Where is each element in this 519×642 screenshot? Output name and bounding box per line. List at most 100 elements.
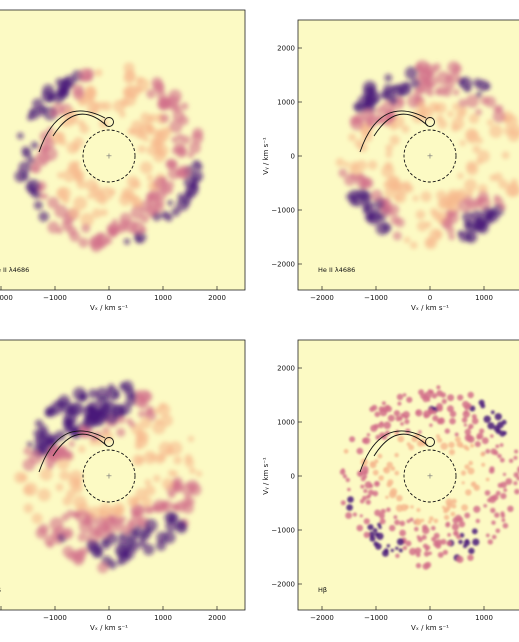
emission-blob [359, 499, 365, 504]
emission-blob [335, 157, 345, 167]
stream-trajectory [359, 110, 427, 153]
emission-blob [393, 515, 398, 520]
emission-blob [31, 513, 43, 524]
emission-blob [187, 151, 194, 159]
emission-blob [16, 132, 24, 140]
emission-blob [370, 189, 383, 202]
emission-blob [370, 424, 378, 432]
emission-blob [385, 404, 391, 410]
emission-blob [176, 133, 184, 141]
emission-blob [471, 209, 483, 221]
emission-blob [498, 179, 509, 190]
emission-blob [455, 514, 462, 522]
emission-blob [490, 410, 495, 415]
emission-blob [396, 538, 405, 546]
emission-blob [384, 73, 393, 82]
emission-blob [55, 77, 65, 87]
emission-blob [425, 547, 429, 552]
emission-blob [76, 179, 87, 190]
emission-blob [474, 441, 481, 448]
emission-blob [169, 119, 183, 133]
emission-blob [415, 562, 422, 569]
emission-blob [181, 498, 191, 508]
emission-blob [446, 405, 454, 413]
emission-blob [441, 398, 447, 404]
emission-blob [490, 434, 494, 438]
emission-blob [416, 100, 426, 110]
emission-blob [428, 551, 432, 556]
emission-blob [139, 417, 152, 430]
emission-blob [375, 481, 379, 486]
emission-blob [476, 137, 483, 144]
emission-blob [390, 84, 403, 97]
emission-blob [106, 222, 120, 236]
emission-blob [360, 476, 366, 482]
emission-blob [365, 499, 371, 505]
emission-blob [461, 417, 468, 423]
y-tick-label: 2000 [277, 365, 295, 373]
emission-blob [437, 417, 445, 425]
emission-blob [414, 518, 422, 526]
emission-blob [503, 431, 507, 435]
y-tick-label: 0 [291, 473, 295, 481]
emission-blob [75, 509, 90, 524]
emission-blob [485, 533, 490, 538]
emission-blob [445, 498, 453, 506]
x-tick-label: 0 [428, 614, 432, 622]
emission-blob [90, 240, 103, 253]
emission-blob [372, 490, 379, 497]
emission-blob [454, 432, 459, 437]
emission-blob [191, 132, 204, 145]
emission-blob [393, 410, 400, 417]
emission-blob [390, 124, 397, 131]
emission-blob [448, 233, 456, 241]
emission-blob [122, 547, 135, 560]
emission-blob [368, 531, 375, 538]
emission-blob [513, 481, 518, 486]
emission-blob [383, 466, 391, 474]
emission-blob [433, 540, 440, 547]
emission-blob [42, 193, 49, 200]
emission-blob [159, 402, 167, 410]
emission-blob [362, 80, 377, 95]
emission-blob [492, 110, 506, 123]
y-tick-label: −2000 [271, 581, 295, 589]
emission-blob [463, 539, 470, 547]
emission-blob [464, 464, 470, 470]
emission-blob [436, 71, 451, 85]
emission-blob [392, 231, 402, 241]
emission-blob [73, 196, 88, 211]
roche-lobe-circle [403, 129, 457, 183]
emission-blob [466, 234, 474, 242]
emission-blob [54, 204, 68, 218]
emission-blob [395, 504, 404, 512]
emission-blob [160, 113, 170, 123]
emission-blob [61, 513, 70, 522]
emission-blob [452, 89, 460, 96]
emission-blob [152, 139, 164, 151]
emission-blob [486, 209, 500, 223]
emission-map [335, 59, 519, 250]
emission-blob [479, 428, 485, 434]
emission-blob [397, 401, 402, 406]
emission-blob [481, 437, 489, 445]
stream-trajectory [38, 430, 106, 473]
x-tick-label: −1000 [364, 614, 388, 622]
emission-blob [339, 469, 346, 475]
emission-blob [429, 390, 434, 394]
emission-blob [499, 457, 505, 463]
centre-of-mass-marker: + [106, 152, 113, 161]
emission-blob [436, 434, 440, 439]
emission-blob [437, 552, 444, 558]
emission-blob [38, 146, 49, 156]
emission-blob [455, 436, 461, 443]
emission-blob [43, 138, 55, 150]
emission-blob [501, 151, 510, 160]
emission-blob [22, 149, 32, 159]
emission-blob [116, 427, 126, 437]
emission-blob [184, 458, 195, 468]
emission-blob [28, 187, 38, 197]
emission-blob [437, 437, 443, 443]
emission-blob [465, 222, 477, 234]
emission-blob [154, 453, 165, 464]
